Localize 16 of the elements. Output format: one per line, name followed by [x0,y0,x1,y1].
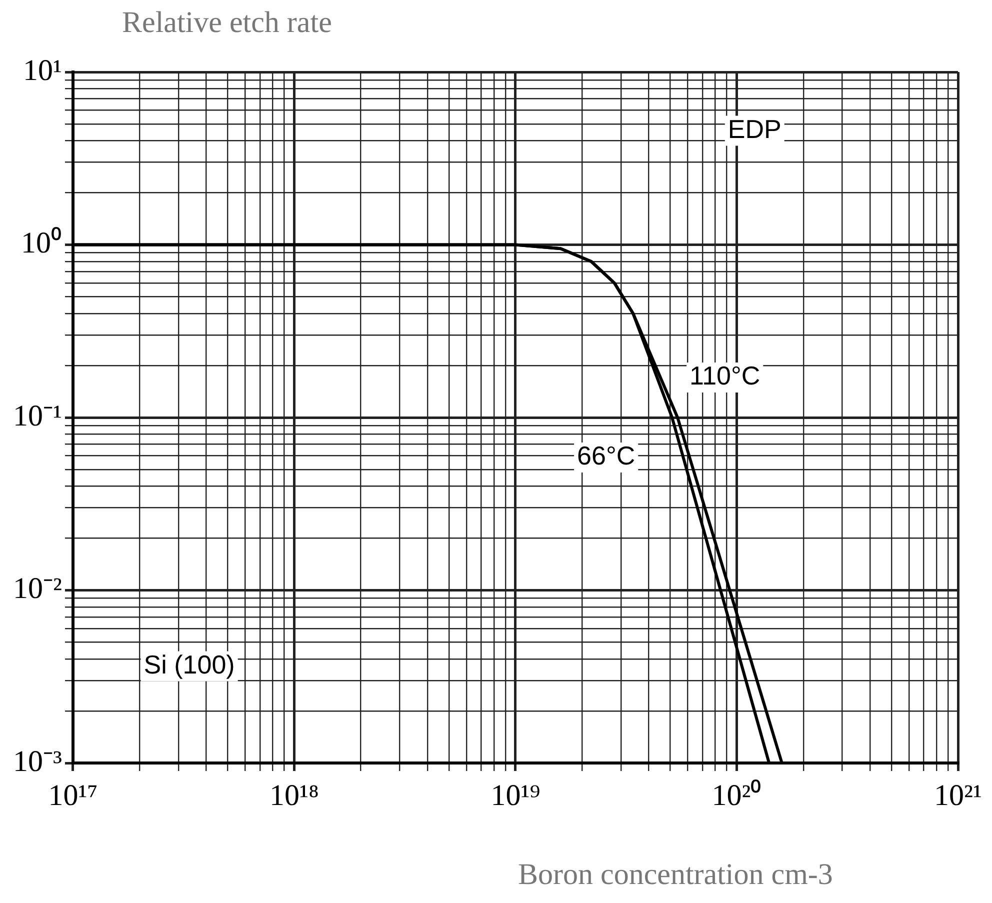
y-tick-label: 10¹ [22,54,62,87]
x-tick-label: 10²¹ [934,778,982,812]
x-tick-label: 10¹⁹ [490,778,540,812]
y-tick-label: 10⁻³ [12,744,62,778]
y-tick-label: 10⁰ [20,226,62,260]
x-tick-label: 10¹⁷ [48,778,98,812]
y-tick-label: 10⁻² [12,572,62,606]
x-tick-label: 10¹⁸ [270,778,319,812]
annotation: Si (100) [144,649,235,680]
series-label: 110°C [690,360,760,391]
annotation: EDP [728,114,782,144]
y-axis-title: Relative etch rate [122,6,332,40]
y-tick-label: 10⁻¹ [12,399,62,432]
x-axis-title: Boron concentration cm-3 [518,858,833,892]
series-label: 66°C [577,440,636,471]
x-tick-label: 10²⁰ [712,778,762,812]
